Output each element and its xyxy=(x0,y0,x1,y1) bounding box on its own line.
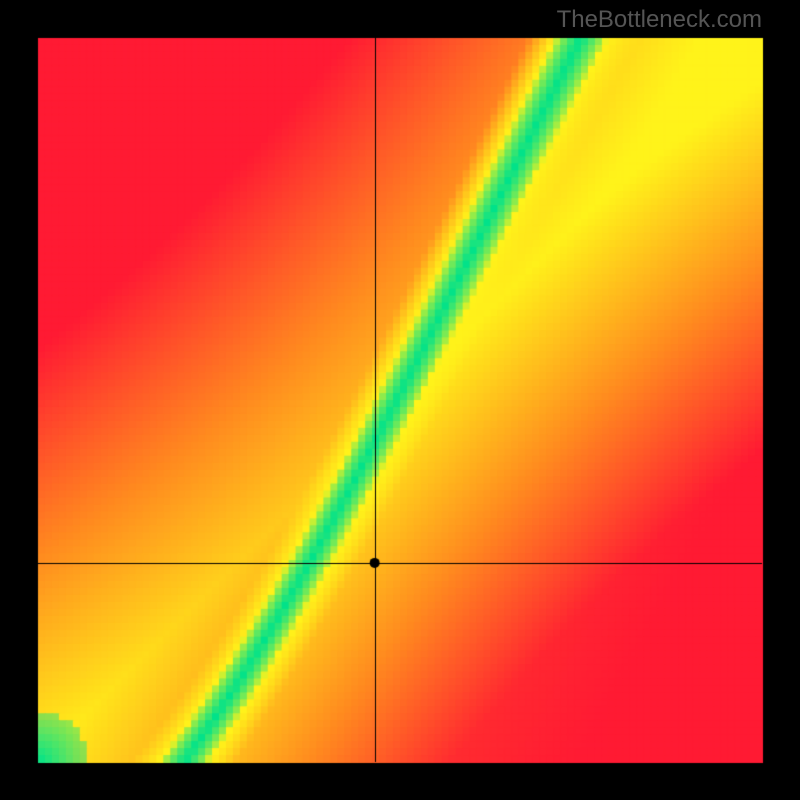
chart-container: TheBottleneck.com xyxy=(0,0,800,800)
heatmap-canvas xyxy=(0,0,800,800)
watermark-text: TheBottleneck.com xyxy=(557,6,762,34)
